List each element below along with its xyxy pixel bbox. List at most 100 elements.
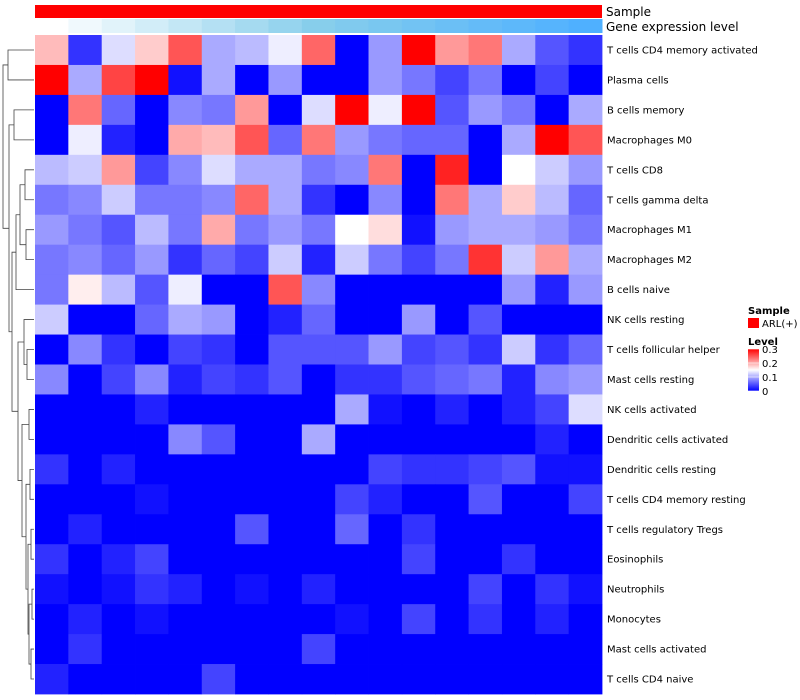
heatmap-cell <box>435 274 469 305</box>
heatmap-cell <box>101 94 136 126</box>
heatmap-cell <box>335 394 369 425</box>
heatmap-cell <box>301 214 336 246</box>
heatmap-cell <box>501 574 536 605</box>
heatmap-cell <box>535 244 570 276</box>
heatmap-cell <box>301 574 336 605</box>
heatmap-cell <box>335 214 369 246</box>
heatmap-cell <box>535 394 570 425</box>
row-label: T cells CD4 naive <box>606 675 693 686</box>
legend-title-level: Level <box>748 337 778 348</box>
gene-expression-annotation-cell <box>301 19 336 33</box>
heatmap-cell <box>235 604 269 635</box>
row-label: Monocytes <box>607 615 661 626</box>
row-label: T cells CD4 memory resting <box>606 495 746 506</box>
heatmap-cell <box>401 664 436 695</box>
row-label: T cells follicular helper <box>606 345 721 356</box>
gene-expression-annotation-cell <box>435 19 470 33</box>
legend-tick-label: 0 <box>762 387 768 398</box>
heatmap-cell <box>335 94 369 126</box>
heatmap-cell <box>468 604 503 635</box>
heatmap-cell <box>68 154 103 186</box>
heatmap-cell <box>535 604 570 635</box>
heatmap-cell <box>135 664 169 695</box>
heatmap-cell <box>68 274 103 305</box>
heatmap-cell <box>401 124 436 156</box>
heatmap-cell <box>168 304 203 335</box>
dendrogram-branch <box>8 124 14 333</box>
heatmap-cell <box>68 514 103 545</box>
heatmap-cell <box>301 94 336 126</box>
heatmap-cell <box>335 64 369 96</box>
dendrogram-branch <box>28 409 34 440</box>
heatmap-cell <box>301 394 336 425</box>
heatmap-cell <box>168 544 203 575</box>
dendrogram-branch <box>30 648 34 680</box>
heatmap-cell <box>368 424 403 455</box>
heatmap-cell <box>335 454 369 485</box>
heatmap-cell <box>301 304 336 335</box>
heatmap-cell <box>335 514 369 545</box>
heatmap-cell <box>235 304 269 335</box>
heatmap-cell <box>501 334 536 365</box>
heatmap-cell <box>101 334 136 365</box>
heatmap-cell <box>268 604 303 635</box>
heatmap-cell <box>201 274 236 305</box>
heatmap-cell <box>368 35 403 66</box>
heatmap-cell <box>168 334 203 365</box>
heatmap-cell <box>168 604 203 635</box>
heatmap-cell <box>468 364 503 395</box>
heatmap-cell <box>268 304 303 335</box>
heatmap-cell <box>568 64 603 96</box>
heatmap-cell <box>235 454 269 485</box>
heatmap-cell <box>301 484 336 515</box>
heatmap-cell <box>435 514 469 545</box>
heatmap-cell <box>368 304 403 335</box>
dendrogram-branch <box>15 214 34 291</box>
heatmap-cell <box>401 394 436 425</box>
heatmap-cell <box>501 64 536 96</box>
heatmap-cell <box>268 364 303 395</box>
heatmap-cell <box>568 184 603 216</box>
heatmap-cell <box>335 184 369 216</box>
heatmap-cell <box>401 604 436 635</box>
dendrogram-branch <box>21 424 29 538</box>
heatmap-cell <box>168 574 203 605</box>
heatmap-cell <box>201 514 236 545</box>
heatmap-cell <box>468 454 503 485</box>
heatmap-cell <box>568 484 603 515</box>
annotation-label-sample: Sample <box>606 5 651 19</box>
heatmap-cell <box>501 244 536 276</box>
heatmap-cell <box>135 35 169 66</box>
heatmap-cell <box>535 35 570 66</box>
heatmap-cell <box>35 454 69 485</box>
heatmap-cell <box>401 304 436 335</box>
heatmap-cell <box>235 394 269 425</box>
heatmap-cell <box>568 124 603 156</box>
heatmap-cell <box>301 244 336 276</box>
heatmap-cell <box>568 304 603 335</box>
gene-expression-annotation-cell <box>135 19 169 33</box>
heatmap-cell <box>135 244 169 276</box>
heatmap-cell <box>235 514 269 545</box>
heatmap-cell <box>35 514 69 545</box>
heatmap-cell <box>101 304 136 335</box>
heatmap-cell <box>368 154 403 186</box>
heatmap-cell <box>35 574 69 605</box>
row-label: Plasma cells <box>607 75 669 86</box>
heatmap-cell <box>401 484 436 515</box>
heatmap-cell <box>101 64 136 96</box>
row-label: Mast cells resting <box>607 375 694 386</box>
gene-expression-annotation-cell <box>101 19 136 33</box>
heatmap-cell <box>235 35 269 66</box>
heatmap-cell <box>468 334 503 365</box>
heatmap-cell <box>35 94 69 126</box>
heatmap-cell <box>435 364 469 395</box>
row-label: Macrophages M2 <box>607 255 692 266</box>
heatmap-cell <box>468 394 503 425</box>
heatmap-cell <box>468 124 503 156</box>
heatmap-cell <box>235 364 269 395</box>
heatmap-cell <box>501 214 536 246</box>
heatmap-cell <box>268 334 303 365</box>
heatmap-cell <box>268 484 303 515</box>
heatmap-cell <box>435 64 469 96</box>
